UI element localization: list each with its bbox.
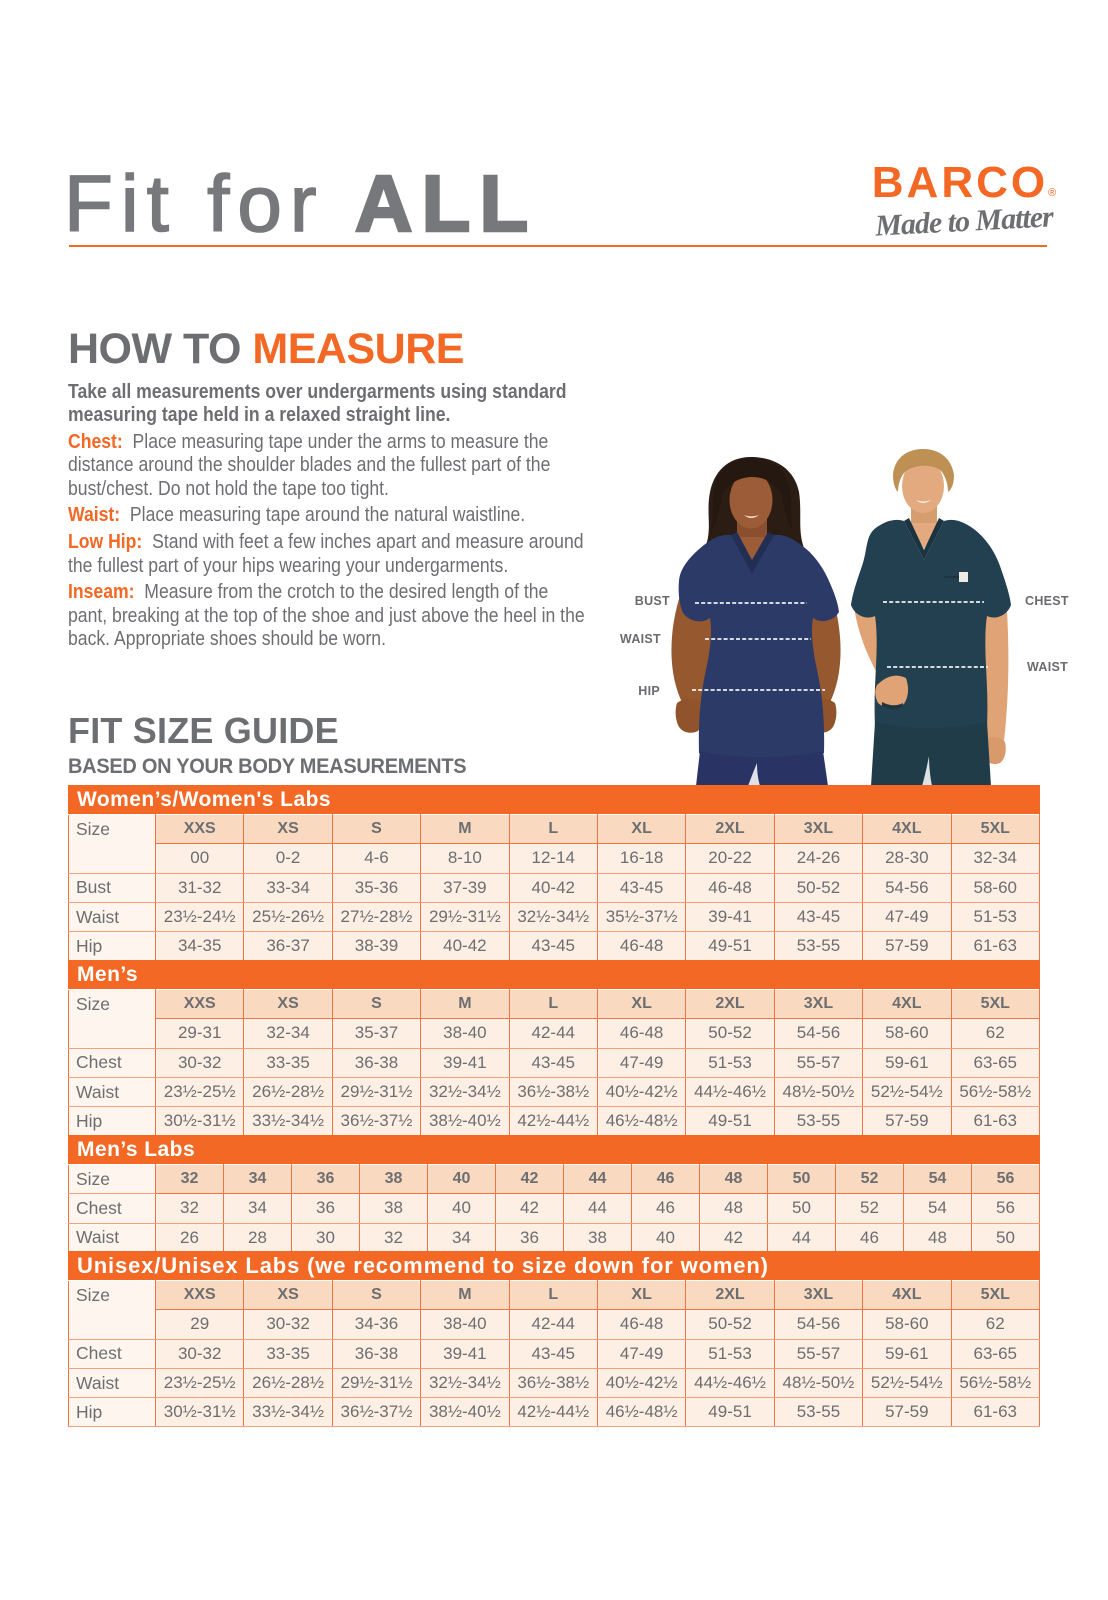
svg-text:CHEST: CHEST — [1025, 594, 1069, 608]
svg-text:HIP: HIP — [638, 684, 660, 698]
svg-text:WAIST: WAIST — [1027, 660, 1068, 674]
svg-text:WAIST: WAIST — [620, 632, 661, 646]
svg-text:BUST: BUST — [635, 594, 670, 608]
